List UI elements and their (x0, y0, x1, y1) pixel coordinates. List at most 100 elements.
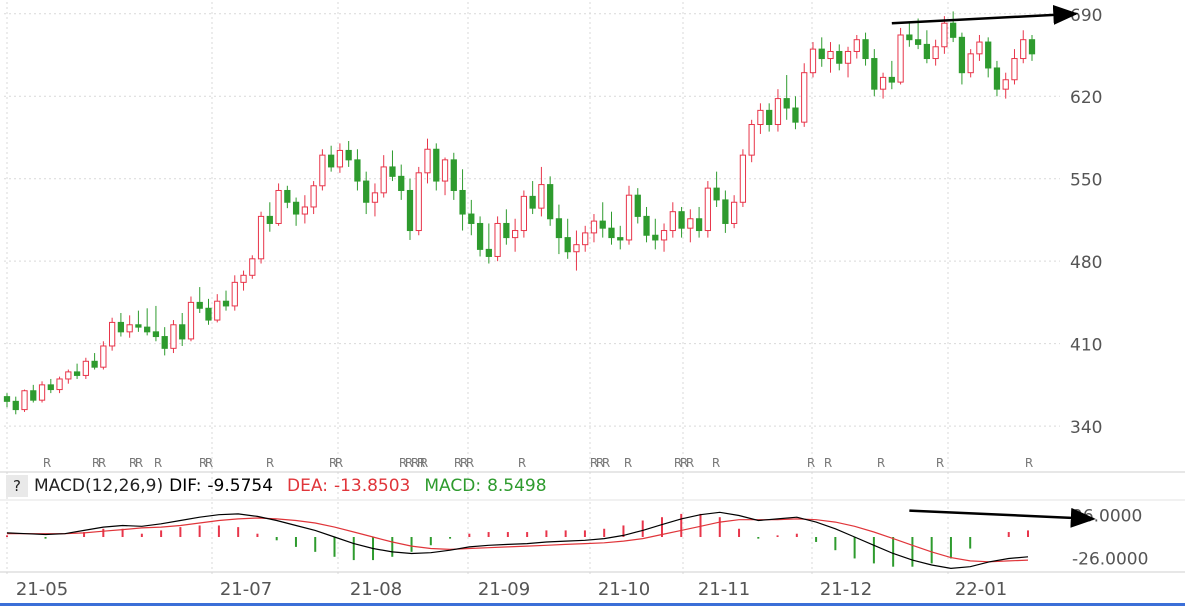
candle-body (1002, 79, 1009, 90)
candle-body (590, 220, 598, 234)
candle-body (897, 34, 904, 83)
time-tick-label: 21-12 (820, 579, 872, 600)
dea-label: DEA: (287, 476, 328, 496)
r-marker: R (680, 456, 688, 470)
macd-value: 8.5498 (487, 476, 547, 496)
help-icon[interactable]: ? (6, 475, 28, 497)
candle-body (836, 50, 843, 64)
candle-body (222, 300, 230, 307)
candle-body (73, 371, 81, 376)
r-marker: R (335, 456, 343, 470)
candle-body (599, 220, 606, 229)
price-tick-label: 410 (1070, 336, 1102, 356)
candle-body (91, 360, 98, 368)
candle-body (809, 48, 817, 74)
candle-body (450, 159, 457, 191)
r-marker: R (460, 456, 468, 470)
r-marker: R (405, 456, 413, 470)
candle-body (231, 281, 238, 307)
candle-body (985, 41, 992, 69)
candle-body (914, 39, 922, 45)
candle-body (389, 166, 396, 177)
r-marker: R (1025, 456, 1033, 470)
candle-body (783, 98, 790, 109)
candle-body (266, 215, 273, 224)
candle-body (844, 50, 852, 64)
time-tick-label: 21-11 (698, 579, 750, 600)
candle-body (459, 189, 466, 215)
candle-body (494, 222, 501, 257)
candle-body (126, 324, 133, 333)
candle-body (30, 390, 37, 401)
candle-body (135, 324, 142, 328)
time-tick-label: 21-09 (478, 579, 530, 600)
candle-body (441, 159, 449, 182)
time-tick-label: 21-08 (350, 579, 402, 600)
candle-body (476, 222, 484, 250)
candle-body (818, 48, 825, 60)
annotation-arrows (891, 4, 1096, 528)
candle-body (617, 237, 624, 241)
candle-body (608, 227, 615, 239)
candle-body (205, 307, 212, 321)
r-marker: R (199, 456, 207, 470)
r-marker: R (399, 456, 407, 470)
r-marker: R (824, 456, 832, 470)
candle-body (292, 201, 300, 215)
candle-body (117, 321, 125, 333)
candle-body (950, 22, 957, 38)
r-marker: R (712, 456, 720, 470)
candle-body (520, 195, 528, 232)
r-marker: R (205, 456, 213, 470)
candle-body (766, 109, 773, 126)
candle-body (941, 22, 948, 48)
price-tick-label: 550 (1070, 171, 1102, 191)
dif-value: -9.5754 (207, 476, 274, 496)
candle-body (433, 148, 440, 182)
candle-body (1020, 39, 1027, 60)
candle-body (634, 194, 641, 217)
r-marker: R (129, 456, 137, 470)
candle-body (625, 194, 633, 241)
candle-body (704, 187, 711, 232)
grid (0, 2, 1185, 575)
candle-body (1028, 39, 1036, 55)
candle-body (958, 36, 966, 74)
candle-body (301, 206, 308, 215)
candle-body (284, 189, 291, 203)
candle-body (196, 301, 203, 309)
candle-body (415, 172, 422, 232)
candle-body (879, 76, 887, 90)
r-marker: R (417, 456, 425, 470)
candle-body (371, 192, 379, 203)
candle-body (827, 50, 834, 60)
candle-body (976, 41, 983, 55)
candle-body (310, 185, 317, 208)
candle-body (424, 148, 431, 174)
candle-body (801, 72, 808, 123)
r-marker: R (596, 456, 604, 470)
divergence-arrow (909, 507, 1096, 528)
candle-body (862, 39, 869, 60)
candle-body (12, 400, 19, 411)
price-candles (3, 11, 1036, 415)
candle-body (398, 175, 405, 191)
price-tick-label: 480 (1070, 253, 1102, 273)
candle-body (3, 396, 11, 402)
candle-body (669, 211, 676, 232)
candle-body (82, 360, 89, 376)
price-axis: 340 410 480 550 620 690 (1070, 6, 1102, 438)
candle-body (757, 109, 764, 126)
r-marker: R (329, 456, 337, 470)
r-marker: R (590, 456, 598, 470)
bottom-rule (0, 603, 1185, 606)
macd-params: MACD(12,26,9) (34, 476, 164, 496)
macd-label: MACD: (424, 476, 482, 496)
time-tick-label: 21-10 (598, 579, 650, 600)
macd-tick-label: -26.0000 (1072, 549, 1148, 569)
candle-body (722, 199, 729, 224)
candle-body (161, 336, 168, 349)
candle-body (739, 154, 747, 203)
candle-body (564, 237, 571, 253)
